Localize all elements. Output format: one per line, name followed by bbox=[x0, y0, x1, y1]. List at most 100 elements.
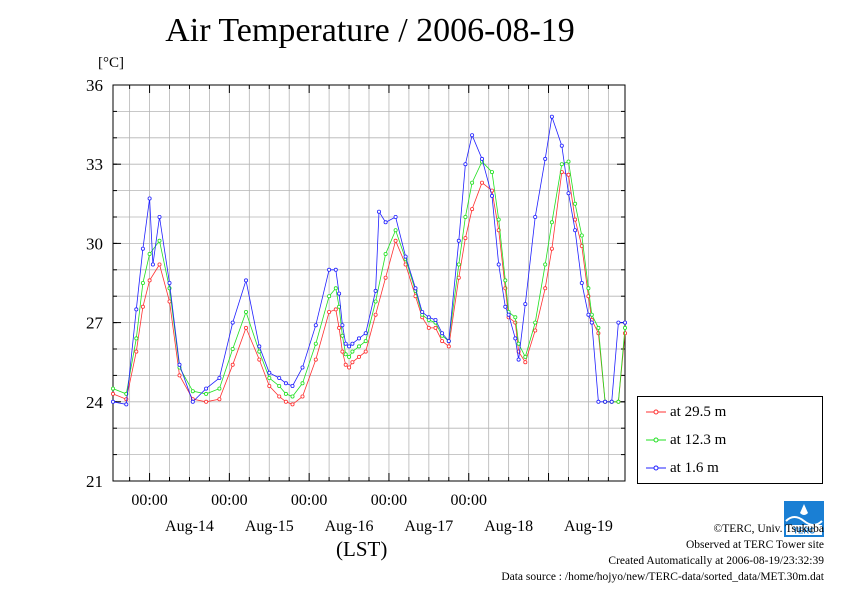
series-point bbox=[579, 233, 584, 238]
y-axis-unit: [°C] bbox=[98, 55, 124, 71]
series-point bbox=[267, 370, 272, 375]
grid-lines bbox=[113, 85, 625, 481]
series-point bbox=[573, 201, 578, 206]
series-point bbox=[503, 304, 508, 309]
x-date-label: Aug-15 bbox=[245, 518, 294, 535]
series-point bbox=[413, 286, 418, 291]
legend-item-12-3m: at 12.3 m bbox=[646, 430, 726, 450]
series-point bbox=[503, 278, 508, 283]
series-point bbox=[177, 373, 182, 378]
credit-created: Created Automatically at 2006-08-19/23:3… bbox=[608, 555, 824, 567]
series-point bbox=[516, 357, 521, 362]
series-point bbox=[533, 328, 538, 333]
series-point bbox=[340, 323, 345, 328]
legend-swatch-1-6m-icon bbox=[646, 465, 666, 471]
series-point bbox=[543, 156, 548, 161]
legend-label: at 29.5 m bbox=[670, 403, 727, 420]
series-point bbox=[134, 307, 139, 312]
series-point bbox=[327, 309, 332, 314]
series-point bbox=[147, 196, 152, 201]
series-point bbox=[496, 217, 501, 222]
series-point bbox=[433, 325, 438, 330]
series-point bbox=[283, 391, 288, 396]
series-point bbox=[363, 331, 368, 336]
series-point bbox=[347, 344, 352, 349]
series-point bbox=[586, 286, 591, 291]
series-point bbox=[363, 349, 368, 354]
series-point bbox=[523, 360, 528, 365]
series-point bbox=[559, 143, 564, 148]
series-point bbox=[596, 325, 601, 330]
series-point bbox=[363, 339, 368, 344]
series-point bbox=[283, 399, 288, 404]
series-point bbox=[393, 228, 398, 233]
series-point bbox=[596, 399, 601, 404]
series-point bbox=[140, 280, 145, 285]
series-point bbox=[463, 162, 468, 167]
series-point bbox=[204, 391, 209, 396]
series-point bbox=[479, 180, 484, 185]
x-time-label: 00:00 bbox=[371, 492, 407, 509]
series-point bbox=[589, 320, 594, 325]
series-point bbox=[616, 399, 621, 404]
series-point bbox=[463, 214, 468, 219]
series-point bbox=[549, 114, 554, 119]
logo-text: TERC bbox=[793, 527, 815, 536]
series-point bbox=[157, 214, 162, 219]
series-point bbox=[350, 349, 355, 354]
series-point bbox=[559, 162, 564, 167]
series-point bbox=[573, 228, 578, 233]
credit-source: Data source : /home/hojyo/new/TERC-data/… bbox=[501, 571, 824, 583]
y-tick-label: 33 bbox=[86, 155, 103, 174]
series-point bbox=[506, 312, 511, 317]
series-point bbox=[230, 362, 235, 367]
x-date-label: Aug-17 bbox=[404, 518, 453, 535]
legend-label: at 1.6 m bbox=[670, 459, 719, 476]
series-point bbox=[426, 325, 431, 330]
series-point bbox=[393, 238, 398, 243]
series-point bbox=[343, 352, 348, 357]
series-point bbox=[111, 386, 116, 391]
series-point bbox=[549, 220, 554, 225]
y-tick-label: 24 bbox=[86, 393, 104, 412]
series-2 bbox=[111, 114, 628, 407]
series-point bbox=[217, 386, 222, 391]
series-point bbox=[150, 262, 155, 267]
series-point bbox=[623, 325, 628, 330]
legend-swatch-29-5m-icon bbox=[646, 409, 666, 415]
series-point bbox=[230, 320, 235, 325]
series-point bbox=[243, 325, 248, 330]
series-point bbox=[147, 278, 152, 283]
series-point bbox=[433, 317, 438, 322]
series-point bbox=[383, 220, 388, 225]
credit-site: Observed at TERC Tower site bbox=[685, 539, 824, 551]
series-point bbox=[347, 365, 352, 370]
series-point bbox=[383, 275, 388, 280]
series-point bbox=[283, 381, 288, 386]
y-tick-label: 30 bbox=[86, 234, 103, 253]
series-point bbox=[350, 360, 355, 365]
series-point bbox=[124, 397, 129, 402]
series-point bbox=[533, 320, 538, 325]
series-point bbox=[337, 291, 342, 296]
chart-title: Air Temperature / 2006-08-19 bbox=[165, 12, 575, 49]
series-point bbox=[373, 299, 378, 304]
series-point bbox=[267, 375, 272, 380]
series-point bbox=[403, 254, 408, 259]
series-point bbox=[157, 238, 162, 243]
series-layer bbox=[111, 114, 628, 407]
series-point bbox=[190, 389, 195, 394]
series-point bbox=[383, 251, 388, 256]
series-point bbox=[230, 346, 235, 351]
series-point bbox=[290, 383, 295, 388]
series-point bbox=[140, 304, 145, 309]
series-point bbox=[111, 399, 116, 404]
series-point bbox=[463, 236, 468, 241]
series-point bbox=[350, 341, 355, 346]
series-point bbox=[440, 331, 445, 336]
axes: 21 24 27 30 33 36 00:00 Aug-14 00:00 Aug-15 00:00 A… bbox=[86, 76, 626, 535]
series-point bbox=[470, 207, 475, 212]
series-point bbox=[523, 302, 528, 307]
series-point bbox=[566, 159, 571, 164]
series-point bbox=[333, 286, 338, 291]
